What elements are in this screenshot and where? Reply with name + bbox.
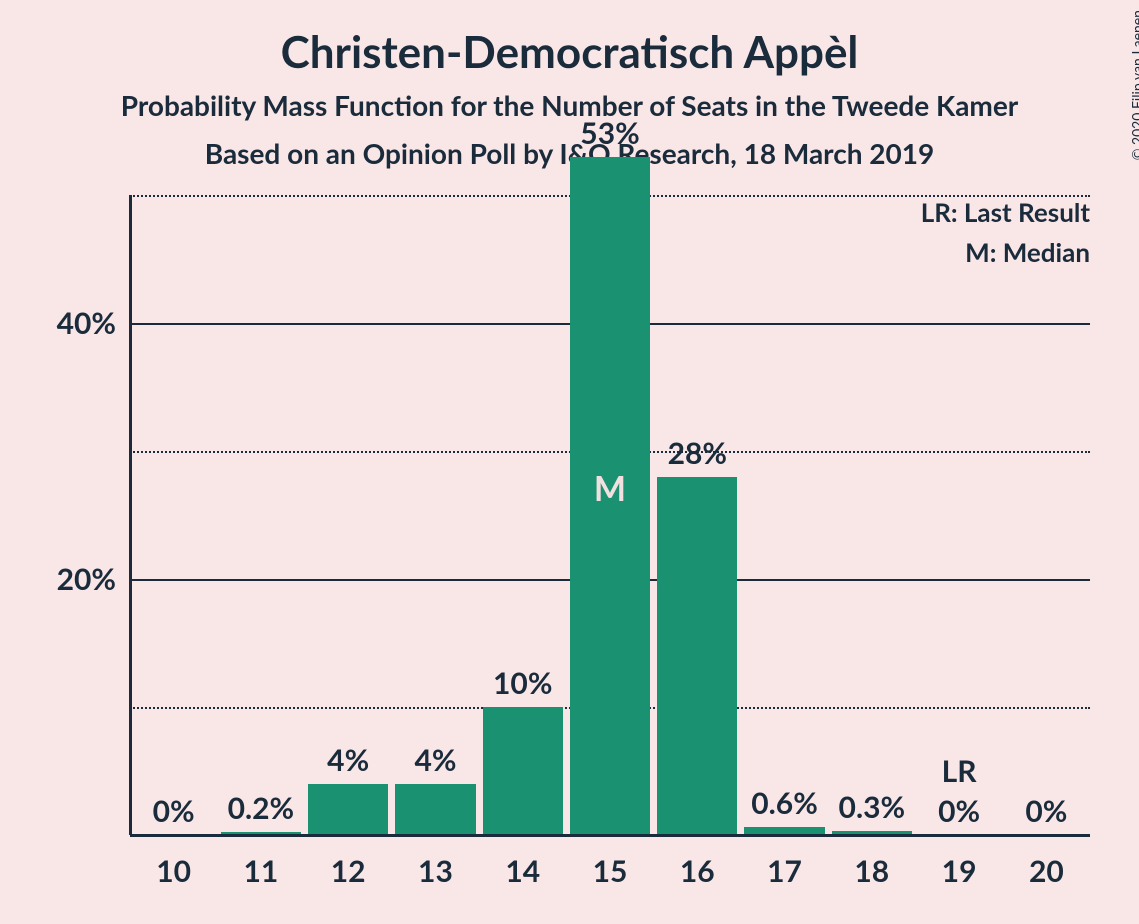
x-tick-label: 17 xyxy=(767,835,802,889)
legend-line-lr: LR: Last Result xyxy=(921,196,1090,228)
chart-title: Christen-Democratisch Appèl xyxy=(0,26,1139,78)
y-tick-label: 40% xyxy=(57,305,130,341)
copyright-text: © 2020 Filip van Laenen xyxy=(1128,10,1139,160)
y-axis-line xyxy=(129,195,132,835)
bar-value-label: 0% xyxy=(1025,793,1067,829)
chart-subtitle-1: Probability Mass Function for the Number… xyxy=(0,88,1139,122)
bar-value-label: 0% xyxy=(938,793,980,829)
legend-line-median: M: Median xyxy=(965,236,1090,268)
plot-area: 20%40% 0%0.2%4%4%10%53%M28%0.6%0.3%0%LR0… xyxy=(130,195,1090,835)
median-marker-label: M xyxy=(594,468,626,509)
bar-value-label: 0.2% xyxy=(228,790,295,826)
bar: 10% xyxy=(483,707,563,835)
bar: 4% xyxy=(395,784,475,835)
lr-marker-label: LR xyxy=(942,753,977,789)
x-tick-label: 20 xyxy=(1029,835,1064,889)
chart-canvas: Christen-Democratisch Appèl Probability … xyxy=(0,0,1139,924)
bar: 28% xyxy=(657,477,737,835)
x-tick-label: 10 xyxy=(156,835,191,889)
x-tick-label: 18 xyxy=(854,835,889,889)
bar-value-label: 4% xyxy=(327,742,369,778)
bars-group: 0%0.2%4%4%10%53%M28%0.6%0.3%0%LR0% xyxy=(130,195,1090,835)
bar-value-label: 10% xyxy=(493,665,552,701)
bar-value-label: 4% xyxy=(414,742,456,778)
x-tick-label: 16 xyxy=(680,835,715,889)
bar-value-label: 0.6% xyxy=(751,785,818,821)
x-tick-label: 12 xyxy=(331,835,366,889)
bar-value-label: 0% xyxy=(153,793,195,829)
x-tick-label: 19 xyxy=(942,835,977,889)
bar: 53%M xyxy=(570,157,650,835)
x-tick-label: 13 xyxy=(418,835,453,889)
bar: 4% xyxy=(308,784,388,835)
y-tick-label: 20% xyxy=(57,561,130,597)
bar-value-label: 0.3% xyxy=(839,789,906,825)
x-tick-label: 14 xyxy=(505,835,540,889)
bar-value-label: 53% xyxy=(580,115,639,151)
x-tick-label: 15 xyxy=(593,835,628,889)
x-tick-label: 11 xyxy=(244,835,279,889)
bar-value-label: 28% xyxy=(668,435,727,471)
